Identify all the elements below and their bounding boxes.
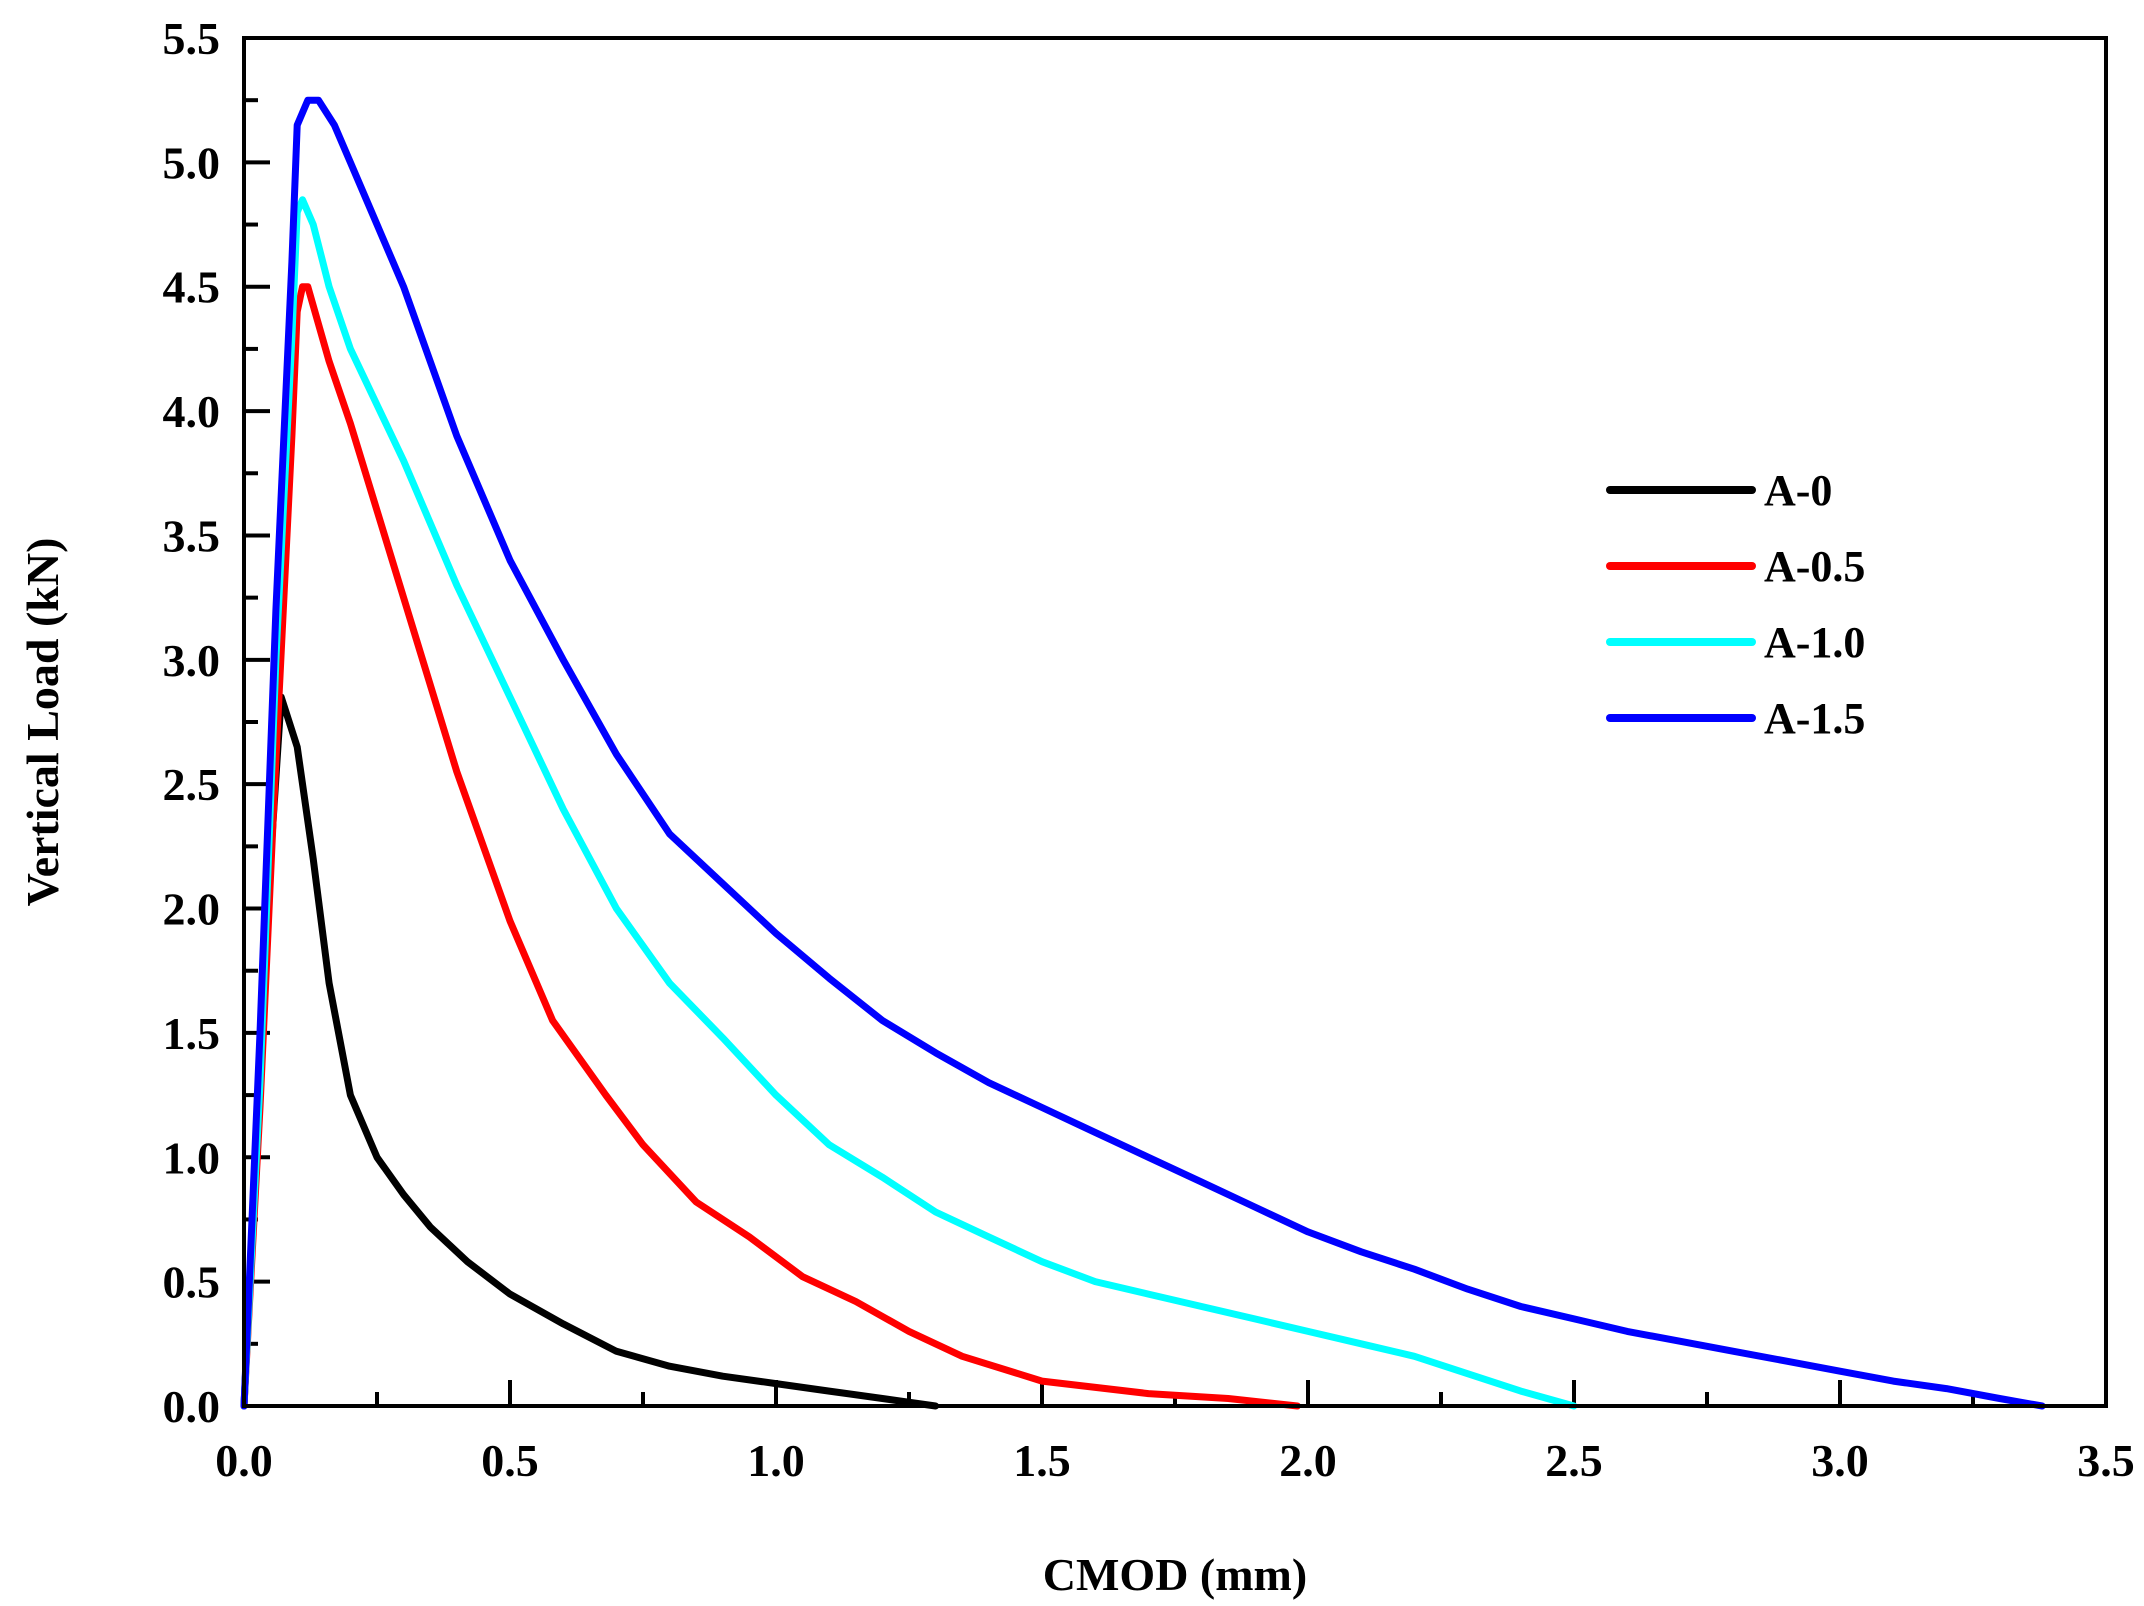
y-tick-label: 1.0 [163, 1132, 221, 1183]
y-tick-label: 0.0 [163, 1381, 221, 1432]
series-line-a-0-5 [240, 283, 1301, 1410]
y-tick-label: 3.5 [163, 510, 221, 561]
legend-label: A-1.5 [1764, 694, 1865, 743]
series-line-a-1-5 [240, 96, 2046, 1410]
y-tick-label: 4.5 [163, 262, 221, 313]
y-tick-label: 5.0 [163, 137, 221, 188]
tick-labels: 0.0 0.5 1.0 1.5 2.0 2.5 3.0 3.5 0.0 0.5 1.0 1.5 2.0 2… [163, 13, 2135, 1486]
x-tick-label: 0.5 [481, 1435, 539, 1486]
x-tick-label: 2.5 [1545, 1435, 1603, 1486]
x-tick-label: 1.5 [1013, 1435, 1071, 1486]
y-tick-label: 1.5 [163, 1008, 221, 1059]
legend-label: A-1.0 [1764, 618, 1865, 667]
series-line-a-0 [240, 693, 940, 1410]
plot-frame [242, 36, 2108, 1408]
y-tick-label: 4.0 [163, 386, 221, 437]
x-tick-label: 3.5 [2077, 1435, 2135, 1486]
series-layer [240, 96, 2046, 1410]
x-tick-label: 3.0 [1811, 1435, 1869, 1486]
x-tick-label: 2.0 [1279, 1435, 1337, 1486]
y-tick-label: 0.5 [163, 1257, 221, 1308]
x-tick-label: 0.0 [215, 1435, 273, 1486]
x-tick-label: 1.0 [747, 1435, 805, 1486]
legend: A-0 A-0.5 A-1.0 A-1.5 [1606, 466, 1865, 743]
series-line-a-1-0 [240, 196, 1578, 1410]
legend-label: A-0 [1764, 466, 1832, 515]
y-axis-title: Vertical Load (kN) [17, 538, 68, 907]
x-axis-title: CMOD (mm) [1043, 1549, 1307, 1600]
y-tick-label: 3.0 [163, 635, 221, 686]
y-tick-label: 2.0 [163, 884, 221, 935]
y-tick-label: 5.5 [163, 13, 221, 64]
legend-label: A-0.5 [1764, 542, 1865, 591]
y-tick-label: 2.5 [163, 759, 221, 810]
